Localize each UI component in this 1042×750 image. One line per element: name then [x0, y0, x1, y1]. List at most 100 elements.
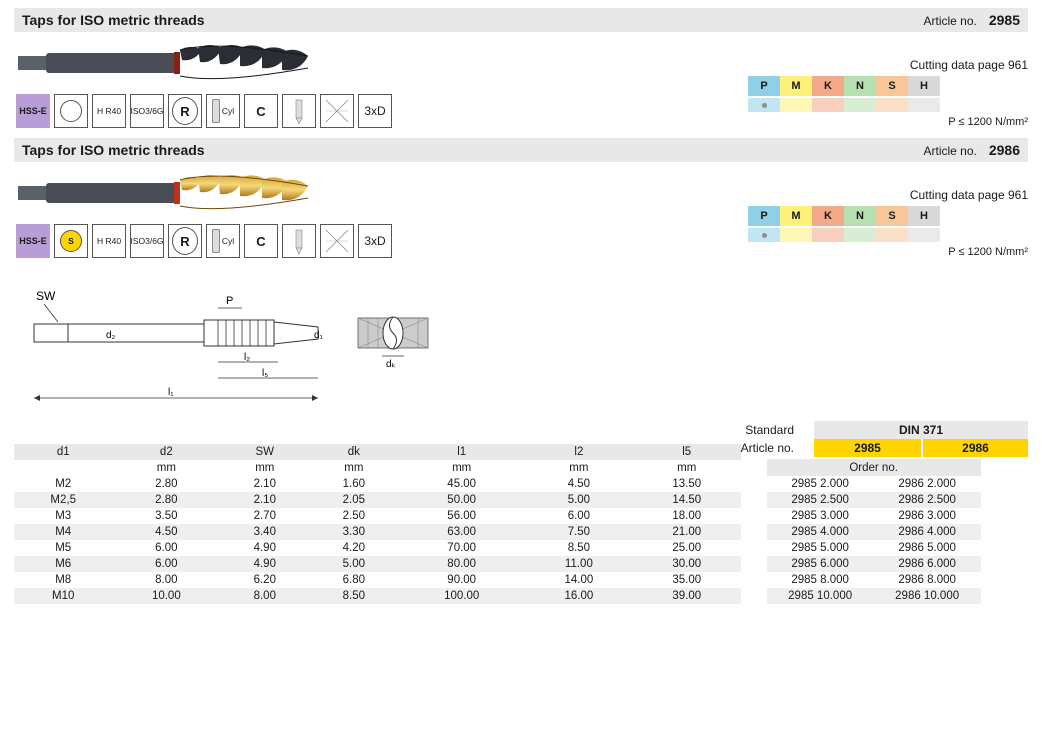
- order-cell: 2986 3.000: [874, 508, 981, 524]
- table-cell: 11.00: [525, 556, 633, 572]
- material-dot-P: [748, 228, 780, 242]
- table-cell: 4.50: [525, 476, 633, 492]
- spec-cross-icon: [320, 224, 354, 258]
- articleno-label: Article no.: [741, 439, 794, 457]
- table-cell: M5: [14, 540, 112, 556]
- orderno-label: Order no.: [767, 459, 981, 476]
- table-cell: 14.00: [525, 572, 633, 588]
- material-dot-M: [780, 98, 812, 112]
- order-row: 2985 2.5002986 2.500: [767, 492, 981, 508]
- spec-coating-icon: S: [54, 224, 88, 258]
- product-row: HSS-EH R40ISO3/6GRCylC3xD Cutting data p…: [14, 38, 1028, 128]
- spec-c: C: [244, 94, 278, 128]
- standard-label: Standard: [741, 421, 794, 439]
- table-cell: 13.50: [633, 476, 741, 492]
- order-cell: 2985 10.000: [767, 588, 874, 604]
- material-dot-K: [812, 228, 844, 242]
- col-unit: mm: [309, 460, 398, 476]
- product-title: Taps for ISO metric threads: [22, 142, 205, 158]
- spec-iso: ISO3/6G: [130, 224, 164, 258]
- table-cell: 3.30: [309, 524, 398, 540]
- table-row: M88.006.206.8090.0014.0035.00: [14, 572, 741, 588]
- table-cell: 1.60: [309, 476, 398, 492]
- table-cell: 6.00: [112, 540, 220, 556]
- article-cell: 2986: [921, 439, 1028, 457]
- product-title-bar: Taps for ISO metric threads Article no. 2…: [14, 8, 1028, 32]
- col-header: l1: [398, 444, 525, 460]
- spec-cross-icon: [320, 94, 354, 128]
- table-cell: 3.50: [112, 508, 220, 524]
- col-unit: mm: [633, 460, 741, 476]
- table-cell: 2.05: [309, 492, 398, 508]
- table-cell: 14.50: [633, 492, 741, 508]
- table-cell: 2.50: [309, 508, 398, 524]
- table-cell: 2.80: [112, 492, 220, 508]
- svg-text:dₖ: dₖ: [386, 359, 396, 370]
- material-N: N: [844, 206, 876, 226]
- order-cell: 2985 6.000: [767, 556, 874, 572]
- order-cell: 2985 2.500: [767, 492, 874, 508]
- order-cell: 2986 2.000: [874, 476, 981, 492]
- table-cell: M6: [14, 556, 112, 572]
- table-cell: 4.90: [220, 556, 309, 572]
- spec-3xd: 3xD: [358, 94, 392, 128]
- material-dot-M: [780, 228, 812, 242]
- articleno-value: 2986: [989, 142, 1020, 158]
- material-dot-H: [908, 98, 940, 112]
- table-cell: 10.00: [112, 588, 220, 604]
- svg-text:l₁: l₁: [168, 387, 174, 398]
- table-cell: M10: [14, 588, 112, 604]
- articleno-value: 2985: [989, 12, 1020, 28]
- table-cell: 6.20: [220, 572, 309, 588]
- spec-hr40: H R40: [92, 94, 126, 128]
- order-cell: 2985 3.000: [767, 508, 874, 524]
- table-cell: 39.00: [633, 588, 741, 604]
- col-unit: [14, 460, 112, 476]
- table-cell: 8.50: [309, 588, 398, 604]
- table-cell: M3: [14, 508, 112, 524]
- order-cell: 2985 4.000: [767, 524, 874, 540]
- order-row: 2985 2.0002986 2.000: [767, 476, 981, 492]
- material-P: P: [748, 76, 780, 96]
- table-cell: 18.00: [633, 508, 741, 524]
- table-row: M56.004.904.2070.008.5025.00: [14, 540, 741, 556]
- svg-text:P: P: [226, 295, 233, 307]
- spec-hr40: H R40: [92, 224, 126, 258]
- articleno-label: Article no.: [923, 144, 976, 158]
- table-cell: 3.40: [220, 524, 309, 540]
- table-row: M33.502.702.5056.006.0018.00: [14, 508, 741, 524]
- articleno-label: Article no.: [923, 14, 976, 28]
- material-dot-N: [844, 98, 876, 112]
- order-row: 2985 6.0002986 6.000: [767, 556, 981, 572]
- table-cell: 50.00: [398, 492, 525, 508]
- table-cell: 8.00: [112, 572, 220, 588]
- spec-chamfer-icon: [282, 224, 316, 258]
- order-cell: 2986 6.000: [874, 556, 981, 572]
- material-N: N: [844, 76, 876, 96]
- product-row: HSS-ESH R40ISO3/6GRCylC3xD Cutting data …: [14, 168, 1028, 258]
- table-cell: 45.00: [398, 476, 525, 492]
- order-block: Standard Article no. DIN 371 29852986 x …: [741, 421, 1028, 604]
- order-row: 2985 5.0002986 5.000: [767, 540, 981, 556]
- svg-text:l₅: l₅: [262, 368, 268, 379]
- table-cell: 56.00: [398, 508, 525, 524]
- table-cell: 4.50: [112, 524, 220, 540]
- table-cell: 2.70: [220, 508, 309, 524]
- product-title: Taps for ISO metric threads: [22, 12, 205, 28]
- table-row: M1010.008.008.50100.0016.0039.00: [14, 588, 741, 604]
- order-cell: 2986 4.000: [874, 524, 981, 540]
- table-cell: M4: [14, 524, 112, 540]
- order-row: 2985 8.0002986 8.000: [767, 572, 981, 588]
- spec-coating-icon: [54, 94, 88, 128]
- svg-text:d₂: d₂: [106, 330, 116, 341]
- article-cell: 2985: [814, 439, 921, 457]
- material-H: H: [908, 76, 940, 96]
- col-unit: mm: [525, 460, 633, 476]
- table-cell: 6.00: [525, 508, 633, 524]
- order-cell: 2985 5.000: [767, 540, 874, 556]
- material-dot-N: [844, 228, 876, 242]
- table-cell: 63.00: [398, 524, 525, 540]
- col-header: d2: [112, 444, 220, 460]
- material-M: M: [780, 206, 812, 226]
- spec-r-icon: R: [168, 94, 202, 128]
